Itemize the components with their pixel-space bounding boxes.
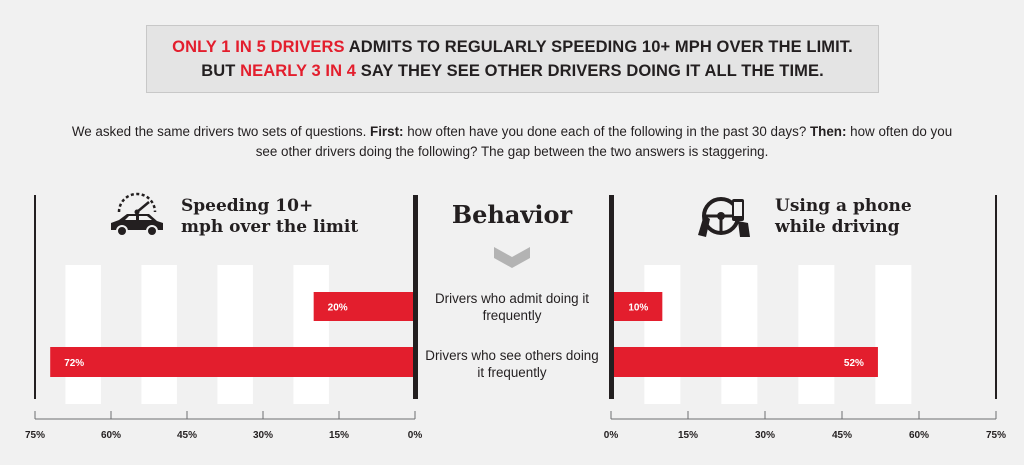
right-bar-label-0: 10% <box>628 303 648 314</box>
intro-part-2: how often have you done each of the foll… <box>403 124 810 139</box>
intro-bold-then: Then: <box>809 124 847 139</box>
right-tick-label-5: 75% <box>986 430 1006 441</box>
headline-highlight-1: ONLY 1 IN 5 DRIVERS <box>172 38 345 56</box>
left-chart-title: Speeding 10+ mph over the limit <box>181 196 358 238</box>
left-grid-band-2 <box>217 265 253 404</box>
right-grid-band-3 <box>875 265 912 404</box>
left-tick-label-5: 0% <box>408 430 423 441</box>
left-grid-band-1 <box>141 265 177 404</box>
intro-part-3: how often do you see other drivers doing… <box>255 124 953 159</box>
left-tick-label-1: 60% <box>101 430 121 441</box>
headline-line-2: BUT NEARLY 3 IN 4 SAY THEY SEE OTHER DRI… <box>147 59 878 83</box>
intro-bold-first: First: <box>370 124 404 139</box>
right-tick-label-0: 0% <box>604 430 619 441</box>
right-tick-label-3: 45% <box>832 430 852 441</box>
headline-text-2b: SAY THEY SEE OTHER DRIVERS DOING IT ALL … <box>356 62 824 80</box>
right-grid-band-0 <box>644 265 681 404</box>
left-grid-band-0 <box>65 265 101 404</box>
left-tick-label-3: 30% <box>253 430 273 441</box>
right-zero-baseline <box>609 195 614 399</box>
right-bar-label-1: 52% <box>844 358 864 369</box>
right-chart-title-line-1: Using a phone <box>775 196 912 216</box>
left-bar-1 <box>50 347 415 377</box>
left-bar-label-1: 72% <box>64 358 84 369</box>
left-chart-title-line-2: mph over the limit <box>181 217 359 237</box>
headline-highlight-2: NEARLY 3 IN 4 <box>240 62 357 80</box>
right-chart-title-line-2: while driving <box>775 217 900 237</box>
left-tick-label-0: 75% <box>25 430 45 441</box>
left-tick-label-2: 45% <box>177 430 197 441</box>
headline-line-1: ONLY 1 IN 5 DRIVERS ADMITS TO REGULARLY … <box>147 35 878 59</box>
chevron-down-icon <box>494 247 530 268</box>
left-chart-title-line-1: Speeding 10+ <box>181 196 314 216</box>
left-bar-0 <box>313 292 415 321</box>
headline-text-1: ADMITS TO REGULARLY SPEEDING 10+ MPH OVE… <box>344 38 853 56</box>
phone-steering-icon <box>698 197 750 237</box>
headline-text-2a: BUT <box>201 62 241 80</box>
speeding-car-icon <box>111 192 163 237</box>
left-bar-label-0: 20% <box>328 303 348 314</box>
right-bar-1 <box>611 347 878 377</box>
intro-part-1: We asked the same drivers two sets of qu… <box>71 124 371 139</box>
right-chart-title: Using a phone while driving <box>775 196 912 238</box>
right-grid-band-2 <box>798 265 835 404</box>
right-bar-0 <box>611 292 663 321</box>
left-tick-label-4: 15% <box>329 430 349 441</box>
row-label-see-others: Drivers who see others doing it frequent… <box>425 348 599 380</box>
behavior-heading: Behavior <box>451 200 573 229</box>
right-tick-label-4: 60% <box>909 430 929 441</box>
intro-text: We asked the same drivers two sets of qu… <box>60 122 964 162</box>
right-tick-label-2: 30% <box>755 430 775 441</box>
right-grid-band-1 <box>721 265 758 404</box>
row-label-admit: Drivers who admit doing it frequently <box>434 291 590 323</box>
left-grid-band-3 <box>293 265 329 404</box>
left-zero-baseline <box>413 195 418 399</box>
headline-banner: ONLY 1 IN 5 DRIVERS ADMITS TO REGULARLY … <box>146 25 879 93</box>
right-tick-label-1: 15% <box>678 430 698 441</box>
